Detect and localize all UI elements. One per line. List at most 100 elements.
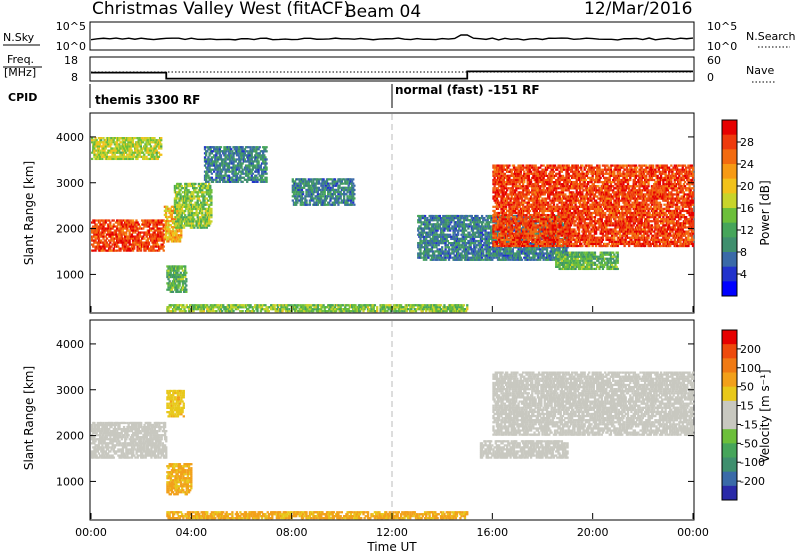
power-cell [462,229,465,232]
power-cell [319,193,322,196]
frequency-trace [91,70,693,80]
power-cell [300,203,304,206]
power-cell [152,243,155,246]
power-cell [182,203,186,206]
power-cell [250,152,253,155]
power-cell [329,182,332,185]
power-cell [168,211,171,215]
power-cell [336,195,339,198]
power-cell [240,164,243,167]
power-cell [211,180,215,183]
power-cell [115,143,119,146]
power-cell [210,176,214,179]
power-cell [256,176,259,179]
power-cell [176,236,179,239]
power-cell [190,212,194,215]
power-cell [170,269,174,272]
power-cell [129,243,132,246]
power-cell [100,247,103,250]
power-cell [199,201,203,204]
power-cell [164,228,168,231]
power-cell [189,203,193,206]
power-cell [128,231,131,234]
power-cell [220,160,224,163]
power-cell [177,240,181,243]
power-cell [433,219,436,222]
power-cell [161,227,164,230]
power-cell [185,187,188,190]
power-cell [545,250,549,253]
power-cell [450,221,453,224]
power-cell [313,188,316,192]
power-cell [153,155,156,158]
power-cell [260,176,264,179]
power-cell [428,221,431,224]
power-cell [138,153,141,156]
power-cell [120,223,123,226]
power-cell [247,174,250,177]
power-cell [469,246,472,249]
power-cell [419,248,422,251]
power-cell [100,233,103,236]
power-cell [488,227,492,230]
power-cell [352,195,355,198]
power-cell [336,180,339,183]
power-cell [561,248,565,251]
power-cell [170,219,174,223]
power-cell [337,193,340,196]
power-cell [242,172,245,175]
power-cell [487,252,491,255]
power-cell [235,174,239,177]
power-cell [491,258,494,261]
power-cell [431,258,435,261]
power-cell [185,290,188,293]
power-cell [168,236,171,239]
power-cell [495,250,499,253]
power-cell [342,197,346,200]
power-cell [482,252,485,255]
power-cell [324,184,328,187]
power-cell [145,231,148,234]
power-cell [105,243,109,246]
power-cell [171,211,175,215]
power-cell [131,249,135,252]
power-cell [296,197,299,200]
power-cell [131,141,135,144]
power-cell [168,215,171,219]
power-cell [527,254,530,257]
power-cell [106,245,110,248]
power-cell [462,231,465,234]
power-cell [484,256,487,259]
power-cell [304,197,307,200]
power-cell [494,205,497,208]
power-cell [263,154,266,157]
power-cell [293,195,297,198]
power-cell [485,214,488,218]
power-cell [210,201,213,204]
power-cell [451,250,454,253]
power-cell [469,235,472,238]
power-cell [205,226,208,229]
power-cell [202,224,205,227]
power-cell [322,178,325,181]
power-cell [127,245,130,248]
power-cell [167,240,170,243]
power-cell [95,219,98,222]
power-cell [121,225,124,228]
power-cell [160,137,163,140]
power-cell [184,195,187,198]
power-cell [433,256,436,259]
power-cell [209,187,212,190]
nave-label: Nave [746,64,774,77]
power-cell [536,254,540,257]
power-cell [104,239,107,242]
power-cell [256,146,259,149]
power-cell [311,195,314,198]
power-cell [102,235,105,238]
power-cell [95,139,98,142]
power-cell [327,186,330,189]
power-cell [178,226,181,229]
power-cell [353,188,356,192]
power-cell [92,249,95,252]
power-cell [167,209,170,212]
